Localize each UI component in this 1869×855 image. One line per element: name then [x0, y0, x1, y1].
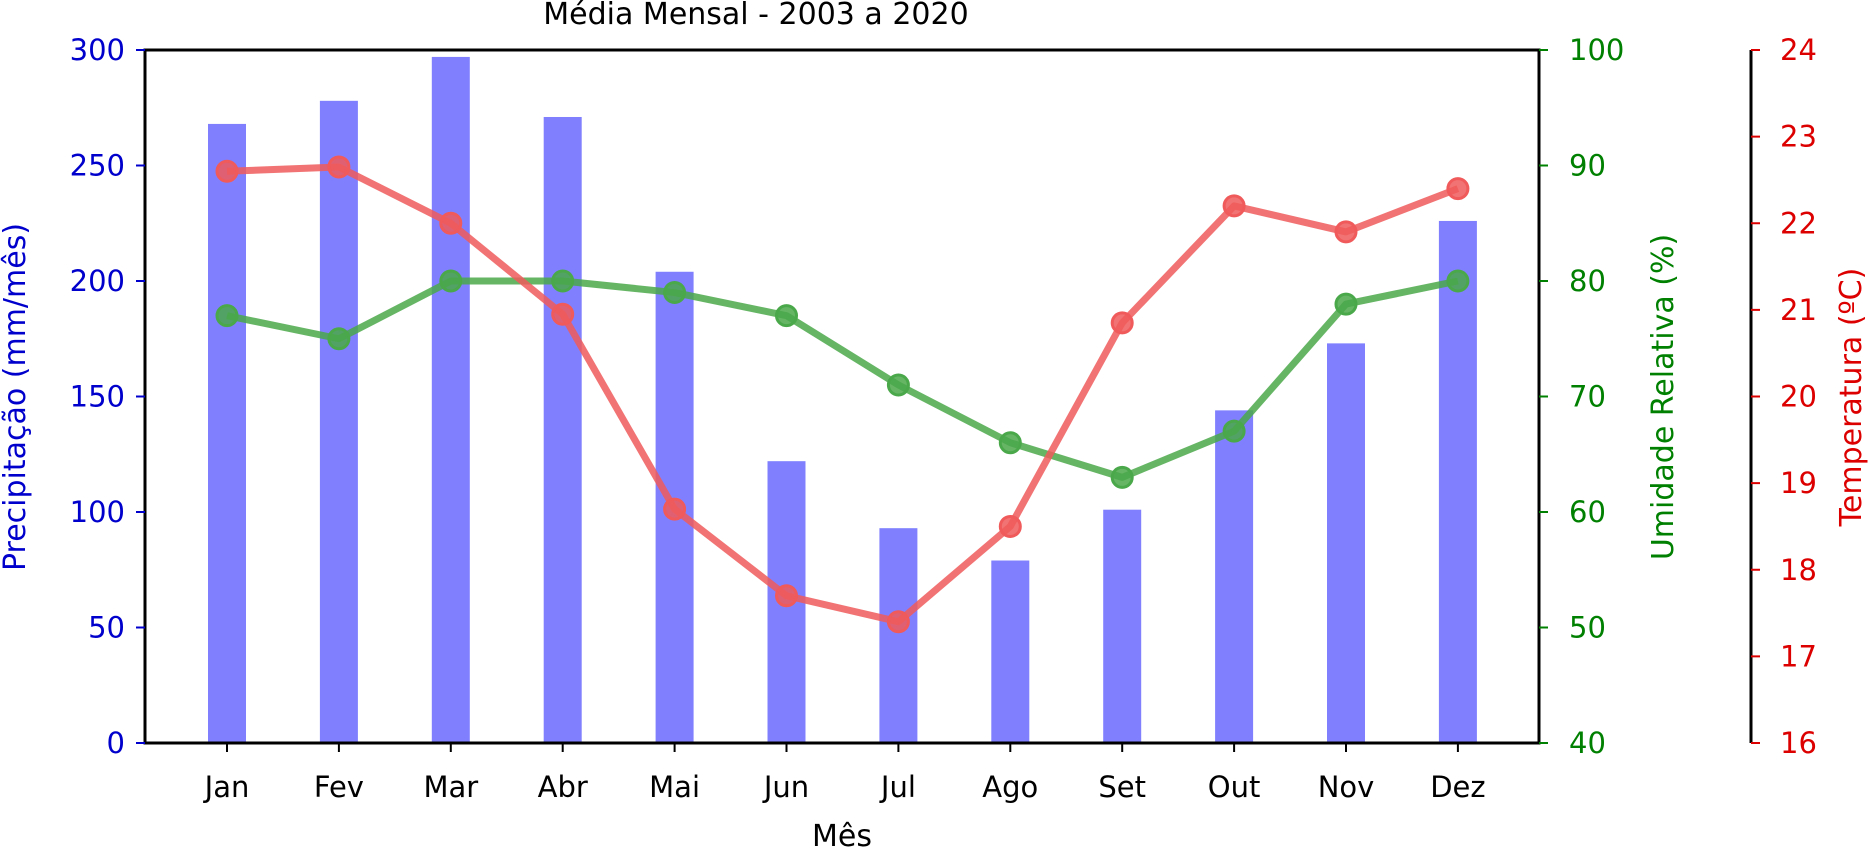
temperature-tick-label: 24	[1780, 33, 1817, 67]
x-tick-label: Jan	[203, 770, 250, 804]
temperature-tick-label: 18	[1780, 553, 1817, 587]
humidity-axis-label: Umidade Relativa (%)	[1646, 234, 1681, 560]
humidity-point-jun	[775, 304, 798, 328]
temperature-point-dez	[1446, 177, 1470, 201]
humidity-tick-label: 80	[1569, 264, 1606, 298]
temperature-point-nov	[1334, 220, 1358, 244]
temperature-point-jul	[886, 610, 910, 634]
temperature-axis: 16 17 18 19 20 21 22 23 24	[1749, 33, 1817, 760]
humidity-point-fev	[327, 327, 351, 351]
temperature-line	[226, 163, 1460, 626]
humidity-tick-label: 60	[1569, 495, 1606, 529]
humidity-point-out	[1222, 419, 1246, 443]
humidity-point-set	[1110, 465, 1134, 489]
humidity-point-nov	[1334, 292, 1358, 316]
humidity-point-mai	[663, 281, 687, 305]
precip-tick-label: 200	[70, 264, 125, 298]
humidity-point-dez	[1446, 269, 1470, 293]
precipitation-bar-ago	[991, 560, 1030, 743]
temperature-tick-label: 20	[1780, 380, 1817, 414]
temperature-axis-label: Temperatura (ºC)	[1834, 268, 1869, 528]
temperature-point-mai	[663, 497, 687, 521]
x-tick-label: Jul	[879, 770, 916, 804]
humidity-tick-label: 70	[1569, 380, 1606, 414]
humidity-line	[226, 277, 1459, 481]
precipitation-bar-dez	[1438, 220, 1477, 743]
temperature-point-ago	[998, 514, 1022, 538]
precip-tick-label: 100	[70, 495, 125, 529]
temperature-point-jan	[215, 159, 239, 183]
precipitation-bar-abr	[543, 116, 582, 744]
temperature-point-abr	[551, 302, 575, 326]
temperature-point-set	[1110, 311, 1134, 335]
temperature-tick-label: 21	[1780, 293, 1817, 327]
precip-tick-label: 50	[88, 611, 125, 645]
temperature-tick-label: 17	[1780, 639, 1817, 673]
x-tick-label: Set	[1098, 770, 1146, 804]
x-tick-label: Mar	[423, 770, 478, 804]
humidity-point-abr	[551, 269, 575, 293]
x-axis-label: Mês	[812, 819, 872, 854]
temperature-tick-label: 19	[1780, 466, 1817, 500]
x-tick-label: Out	[1208, 770, 1261, 804]
series-lines	[215, 155, 1470, 634]
x-tick-label: Ago	[982, 770, 1038, 804]
precipitation-bar-set	[1103, 509, 1142, 743]
x-tick-label: Jun	[762, 770, 809, 804]
x-tick-label: Dez	[1430, 770, 1485, 804]
precipitation-bar-fev	[319, 100, 358, 743]
humidity-tick-label: 90	[1569, 149, 1606, 183]
precipitation-bar-mar	[431, 56, 470, 744]
humidity-point-mar	[439, 269, 463, 293]
humidity-tick-label: 50	[1569, 611, 1606, 645]
precip-tick-label: 300	[70, 33, 125, 67]
precip-tick-label: 0	[107, 726, 125, 760]
temperature-point-out	[1222, 194, 1246, 218]
humidity-tick-label: 100	[1569, 33, 1624, 67]
x-tick-label: Mai	[649, 770, 700, 804]
humidity-point-ago	[998, 431, 1022, 455]
precipitation-bar-out	[1215, 410, 1254, 743]
precip-tick-label: 150	[70, 380, 125, 414]
x-axis-ticks: Jan Fev Mar Abr Mai Jun Jul Ago Set Out Nov Dez	[203, 743, 1486, 804]
temperature-tick-label: 23	[1780, 120, 1817, 154]
chart-title: Média Mensal - 2003 a 2020	[543, 0, 968, 32]
humidity-point-jul	[886, 373, 910, 397]
temperature-tick-label: 16	[1780, 726, 1817, 760]
precipitation-axis: 0 50 100 150 200 250 300	[70, 33, 145, 760]
x-tick-label: Nov	[1318, 770, 1375, 804]
precip-tick-label: 250	[70, 149, 125, 183]
precipitation-axis-label: Precipitação (mm/mês)	[0, 223, 33, 571]
precipitation-bar-jan	[208, 123, 246, 744]
humidity-axis: 40 50 60 70 80 90 100	[1539, 33, 1624, 760]
precipitation-bar-nov	[1327, 343, 1365, 743]
humidity-point-jan	[215, 304, 239, 328]
humidity-tick-label: 40	[1569, 726, 1606, 760]
temperature-point-mar	[439, 211, 463, 235]
x-tick-label: Fev	[314, 770, 364, 804]
x-tick-label: Abr	[538, 770, 588, 804]
precipitation-bar-jul	[879, 528, 918, 743]
temperature-point-fev	[327, 155, 351, 179]
temperature-tick-label: 22	[1780, 206, 1817, 240]
temperature-point-jun	[775, 584, 798, 608]
precipitation-bars	[208, 56, 1477, 744]
